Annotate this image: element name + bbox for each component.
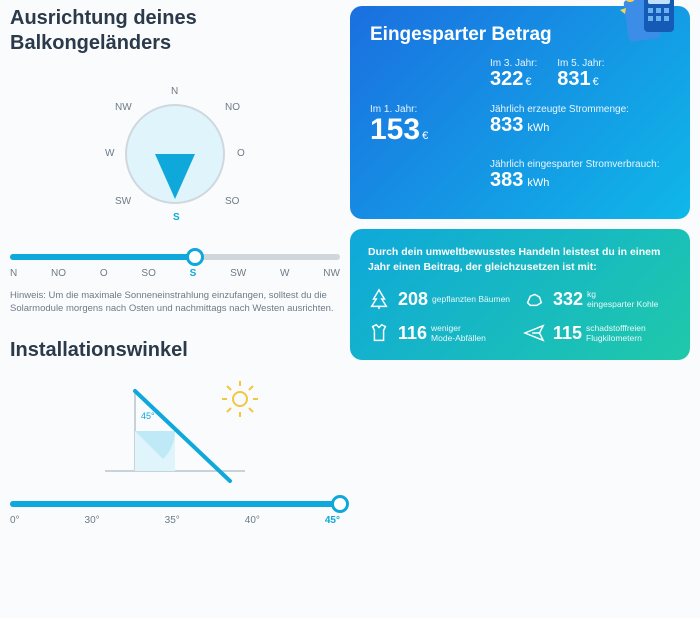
- orientation-hint: Hinweis: Um die maximale Sonneneinstrahl…: [10, 289, 340, 316]
- dir-o: O: [237, 148, 245, 159]
- angle-slider-fill: [10, 501, 340, 507]
- dir-so: SO: [225, 196, 239, 207]
- impact-card: Durch dein umweltbewusstes Handeln leist…: [350, 229, 690, 360]
- scale-tick-active: S: [190, 268, 197, 279]
- savings-card: Eingesparter Betrag Im 3. Jahr: 322€ Im …: [350, 6, 690, 219]
- fashion-label-1: weniger: [431, 323, 461, 333]
- dir-s: S: [173, 212, 180, 223]
- scale-tick: 0°: [10, 515, 20, 526]
- kwh-unit: kWh: [527, 122, 549, 134]
- year1-value: 153: [370, 113, 420, 146]
- dir-sw: SW: [115, 196, 131, 207]
- orientation-title: Ausrichtung deines Balkongeländers: [10, 6, 340, 56]
- angle-title: Installationswinkel: [10, 338, 340, 363]
- tshirt-icon: [368, 322, 390, 344]
- orientation-scale: N NO O SO S SW W NW: [10, 268, 340, 279]
- currency-unit: €: [593, 76, 599, 88]
- scale-tick: 40°: [245, 515, 260, 526]
- impact-intro: Durch dein umweltbewusstes Handeln leist…: [368, 245, 672, 274]
- scale-tick: SO: [141, 268, 155, 279]
- plane-icon: [523, 322, 545, 344]
- scale-tick: NO: [51, 268, 66, 279]
- year3-value: 322: [490, 68, 523, 90]
- scale-tick: SW: [230, 268, 246, 279]
- coal-value: 332: [553, 290, 583, 308]
- angle-slider-thumb[interactable]: [331, 495, 349, 513]
- saved-value: 383: [490, 169, 523, 191]
- flight-label-2: Flugkilometern: [586, 333, 642, 343]
- compass[interactable]: N NO O SO S SW W NW: [75, 64, 275, 244]
- stat-fashion: 116 wenigerMode-Abfällen: [368, 322, 517, 344]
- scale-tick: O: [100, 268, 108, 279]
- scale-tick: NW: [323, 268, 340, 279]
- coal-icon: [523, 288, 545, 310]
- currency-unit: €: [525, 76, 531, 88]
- kwh-unit: kWh: [527, 177, 549, 189]
- orientation-slider[interactable]: N NO O SO S SW W NW: [10, 254, 340, 279]
- angle-diagram: 45°: [75, 371, 275, 491]
- year1-label: Im 1. Jahr:: [370, 104, 490, 115]
- stat-flight: 115 schadstofffreienFlugkilometern: [523, 322, 672, 344]
- gen-value: 833: [490, 114, 523, 136]
- dir-no: NO: [225, 102, 240, 113]
- stat-coal: 332 kgeingesparter Kohle: [523, 288, 672, 310]
- tree-icon: [368, 288, 390, 310]
- orientation-slider-thumb[interactable]: [186, 248, 204, 266]
- scale-tick: N: [10, 268, 17, 279]
- trees-label: gepflanzten Bäumen: [432, 294, 510, 304]
- scale-tick: W: [280, 268, 289, 279]
- orientation-slider-fill: [10, 254, 195, 260]
- year3-label: Im 3. Jahr:: [490, 58, 537, 69]
- saved-label: Jährlich eingesparter Stromverbrauch:: [490, 159, 670, 170]
- scale-tick: 30°: [85, 515, 100, 526]
- dir-nw: NW: [115, 102, 132, 113]
- currency-unit: €: [422, 130, 428, 142]
- flight-label-1: schadstofffreien: [586, 323, 646, 333]
- scale-tick-active: 45°: [325, 515, 340, 526]
- year5-value: 831: [557, 68, 590, 90]
- gen-label: Jährlich erzeugte Strommenge:: [490, 104, 670, 115]
- scale-tick: 35°: [165, 515, 180, 526]
- stat-trees: 208 gepflanzten Bäumen: [368, 288, 517, 310]
- compass-circle: [125, 104, 225, 204]
- year5-label: Im 5. Jahr:: [557, 58, 604, 69]
- flight-value: 115: [553, 324, 582, 342]
- trees-value: 208: [398, 290, 428, 308]
- dir-n: N: [171, 86, 178, 97]
- coal-label-1: kg: [587, 289, 596, 299]
- calculator-icon: [616, 0, 682, 49]
- dir-w: W: [105, 148, 114, 159]
- compass-needle: [155, 154, 195, 199]
- fashion-value: 116: [398, 324, 427, 342]
- coal-label-2: eingesparter Kohle: [587, 299, 658, 309]
- fashion-label-2: Mode-Abfällen: [431, 333, 486, 343]
- angle-scale: 0° 30° 35° 40° 45°: [10, 515, 340, 526]
- angle-slider[interactable]: 0° 30° 35° 40° 45°: [10, 501, 340, 526]
- angle-badge-text: 45°: [141, 411, 155, 421]
